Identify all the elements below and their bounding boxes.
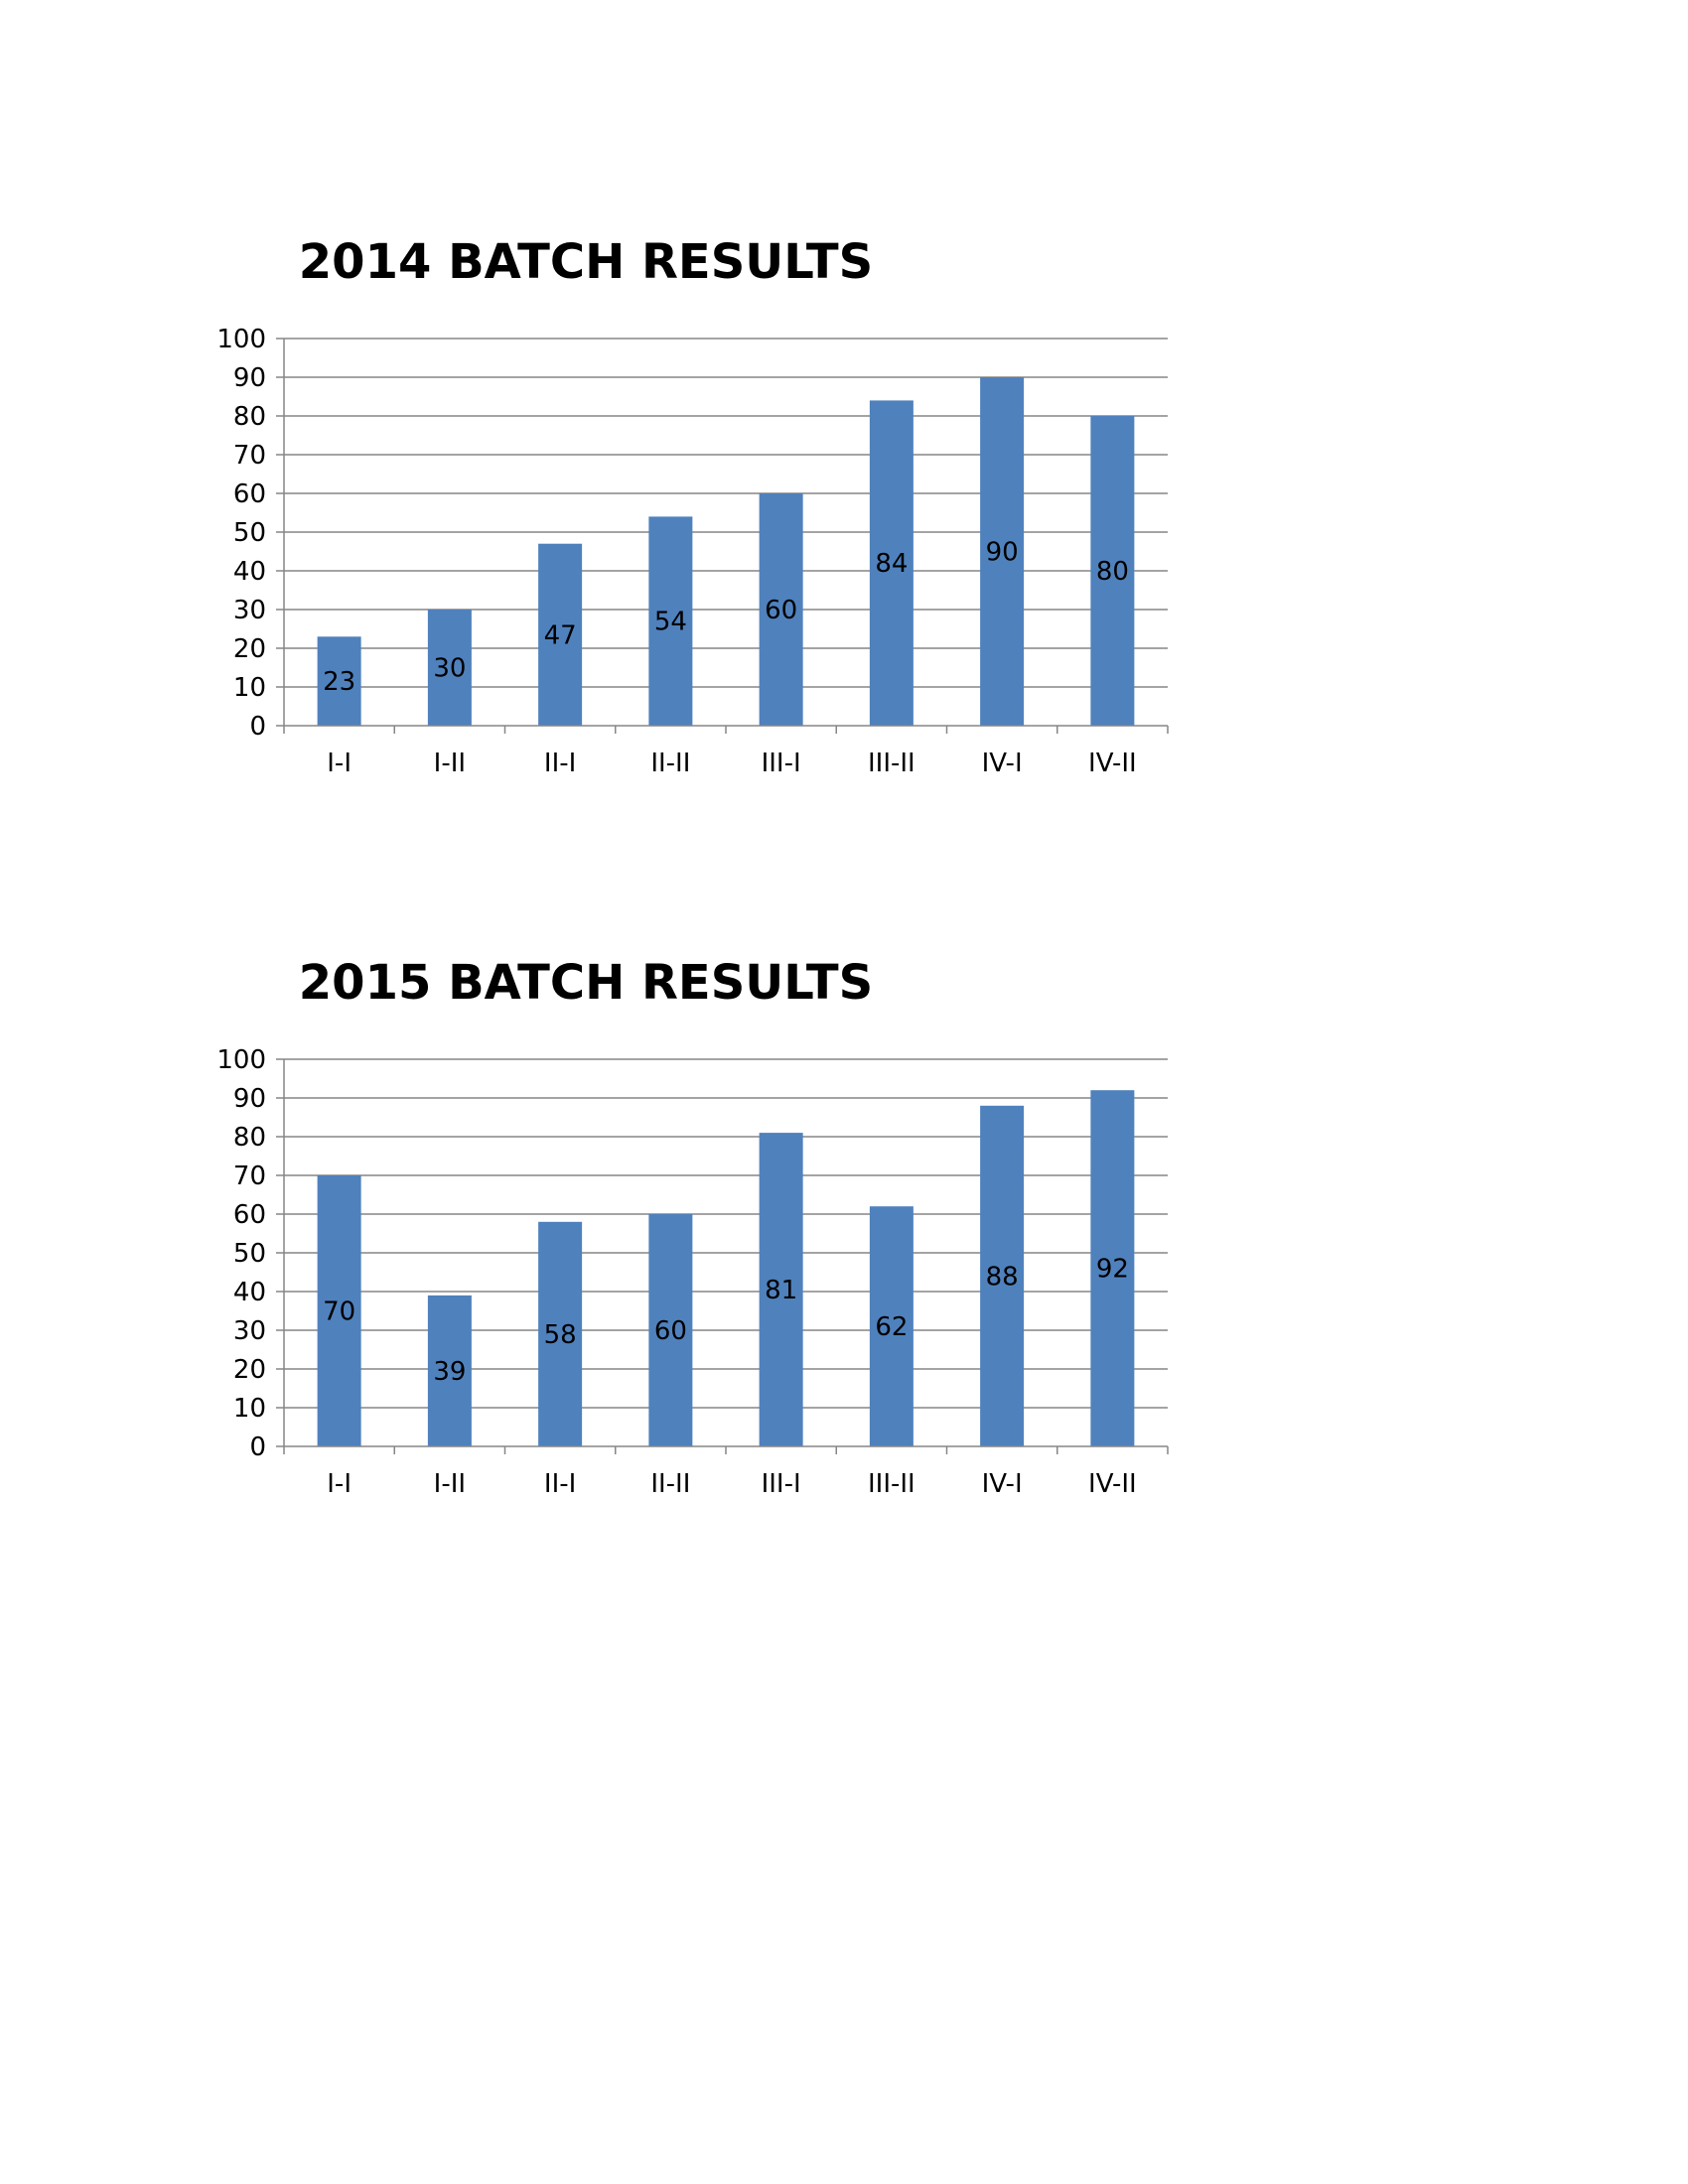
x-tick-label: II-I (544, 1469, 576, 1499)
chart-plot-area: 0 10 20 30 40 50 60 70 80 90 100 23 30 47 54 60 84 90 80 I-… (216, 325, 1169, 778)
bar (980, 1105, 1025, 1446)
x-tick-label: I-II (434, 1469, 466, 1499)
y-tick-label: 50 (233, 1239, 266, 1269)
bar (538, 1221, 583, 1446)
x-tick-label: III-I (762, 749, 801, 778)
bar (980, 377, 1025, 726)
y-tick-label: 50 (233, 518, 266, 548)
y-tick-label: 20 (233, 1355, 266, 1385)
y-tick-label: 70 (233, 441, 266, 471)
x-tick-label: I-I (327, 1469, 352, 1499)
data-label: 58 (544, 1320, 577, 1350)
data-label: 81 (765, 1276, 797, 1305)
y-tick-label: 70 (233, 1161, 266, 1191)
data-label: 60 (654, 1316, 687, 1346)
data-label: 62 (875, 1312, 908, 1342)
bar (648, 1214, 693, 1446)
bar (759, 493, 803, 726)
bar (1090, 416, 1135, 726)
data-label: 80 (1096, 557, 1129, 587)
bar (317, 636, 361, 726)
y-tick-label: 40 (233, 1278, 266, 1307)
y-tick-label: 30 (233, 1316, 266, 1346)
y-tick-label: 30 (233, 596, 266, 625)
y-tick-label: 90 (233, 1084, 266, 1114)
x-tick-label: II-II (650, 749, 690, 778)
x-tick-label: II-II (650, 1469, 690, 1499)
data-label: 54 (654, 608, 687, 637)
bar (427, 610, 472, 726)
x-tick-label: III-I (762, 1469, 801, 1499)
x-tick-label: IV-I (982, 749, 1023, 778)
bar (1090, 1090, 1135, 1446)
y-tick-label: 40 (233, 557, 266, 587)
chart-2015: 2015 BATCH RESULTS 0 10 20 30 40 50 60 70 80 90 10… (159, 945, 1251, 1561)
x-tick-label: III-II (868, 749, 915, 778)
x-tick-label: II-I (544, 749, 576, 778)
bar (759, 1133, 803, 1446)
data-label: 60 (765, 596, 797, 625)
data-label: 92 (1096, 1255, 1129, 1285)
y-tick-label: 80 (233, 1123, 266, 1153)
data-label: 39 (433, 1357, 466, 1387)
data-label: 30 (433, 654, 466, 684)
y-tick-label: 0 (249, 1433, 266, 1462)
bar (869, 1206, 914, 1446)
y-tick-label: 90 (233, 363, 266, 393)
data-label: 84 (875, 549, 908, 579)
x-tick-label: I-II (434, 749, 466, 778)
y-tick-label: 20 (233, 634, 266, 664)
data-label: 90 (986, 538, 1019, 568)
y-tick-label: 10 (233, 1394, 266, 1424)
y-tick-label: 80 (233, 402, 266, 432)
data-label: 70 (323, 1297, 355, 1327)
chart-title: 2014 BATCH RESULTS (298, 234, 874, 290)
x-tick-label: IV-II (1088, 749, 1137, 778)
data-label: 47 (544, 620, 577, 650)
x-tick-label: I-I (327, 749, 352, 778)
y-tick-label: 100 (216, 1045, 266, 1075)
data-label: 23 (323, 667, 355, 697)
chart-plot-area: 0 10 20 30 40 50 60 70 80 90 100 70 39 58 60 81 62 88 92 I-… (216, 1045, 1169, 1499)
y-tick-label: 60 (233, 1200, 266, 1230)
data-label: 88 (986, 1262, 1019, 1292)
y-tick-label: 0 (249, 712, 266, 742)
bar (427, 1295, 472, 1446)
bar (648, 516, 693, 726)
x-tick-label: IV-I (982, 1469, 1023, 1499)
bar (538, 543, 583, 726)
bar (317, 1175, 361, 1446)
x-tick-label: IV-II (1088, 1469, 1137, 1499)
chart-2014: 2014 BATCH RESULTS 0 10 20 30 40 50 60 70 80 90 10… (159, 224, 1251, 840)
y-tick-label: 10 (233, 673, 266, 703)
y-tick-label: 100 (216, 325, 266, 354)
y-tick-label: 60 (233, 479, 266, 509)
chart-title: 2015 BATCH RESULTS (298, 955, 874, 1011)
x-tick-label: III-II (868, 1469, 915, 1499)
bar (869, 400, 914, 726)
